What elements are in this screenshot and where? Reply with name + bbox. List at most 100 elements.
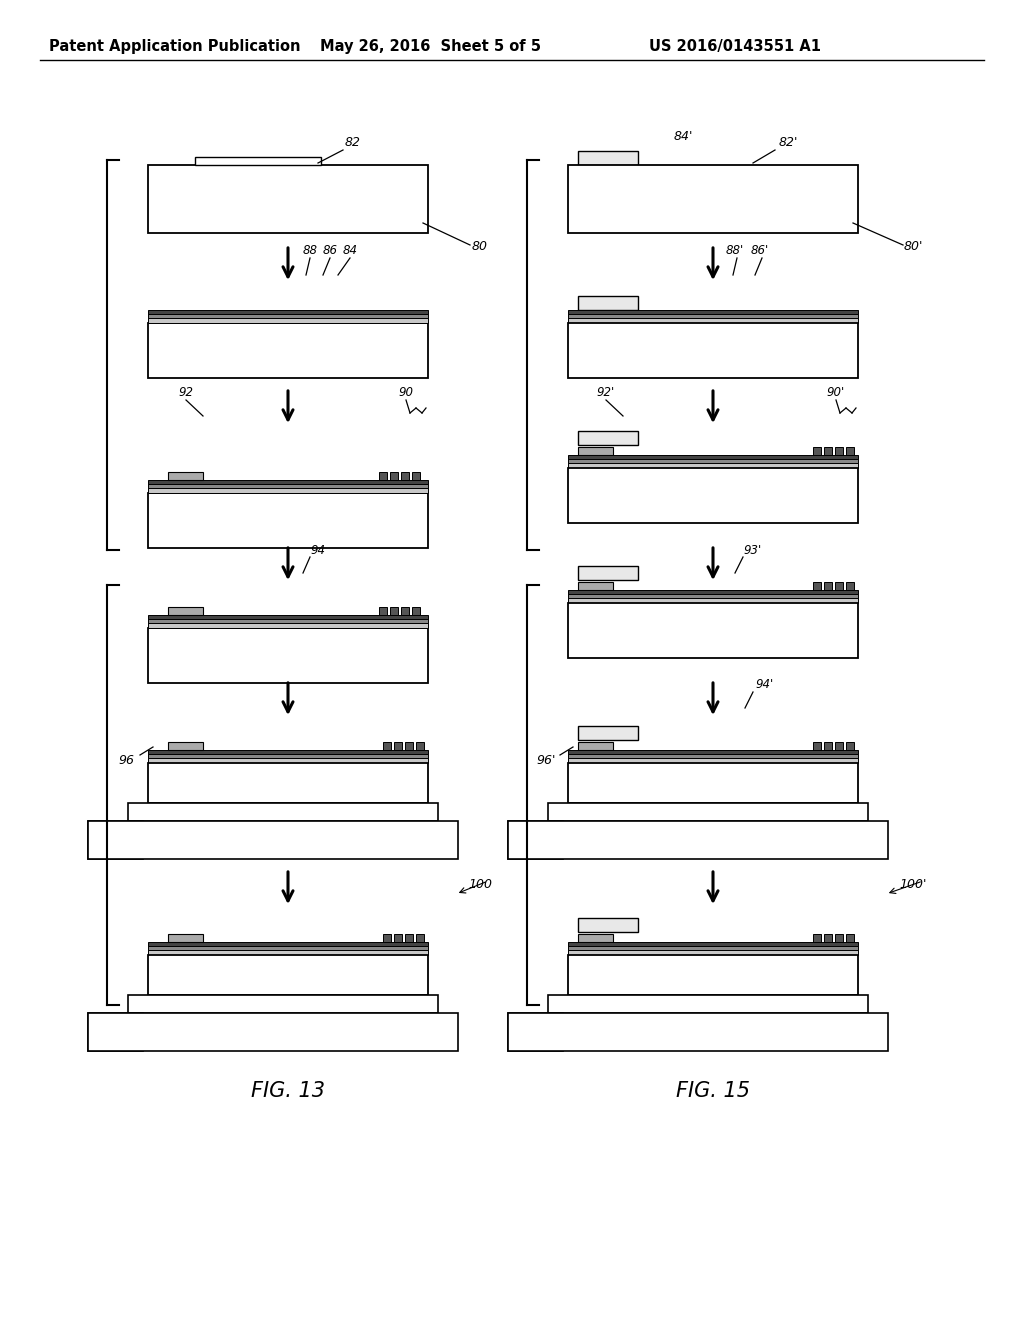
Bar xyxy=(824,742,831,750)
Bar xyxy=(578,726,638,741)
Bar xyxy=(824,582,831,590)
Bar xyxy=(568,323,858,378)
Bar xyxy=(148,615,428,619)
Bar xyxy=(394,742,402,750)
Bar xyxy=(568,590,858,594)
Bar xyxy=(148,480,428,484)
Bar xyxy=(568,942,858,946)
Bar xyxy=(846,447,854,455)
Text: 84: 84 xyxy=(342,243,357,256)
Text: 94': 94' xyxy=(756,678,774,692)
Bar xyxy=(401,473,409,480)
Bar xyxy=(568,950,858,954)
Bar xyxy=(835,742,843,750)
Bar xyxy=(568,946,858,950)
Bar xyxy=(168,473,203,480)
Bar xyxy=(824,935,831,942)
Bar xyxy=(508,1012,563,1051)
Text: 88': 88' xyxy=(726,243,744,256)
Bar xyxy=(824,447,831,455)
Bar xyxy=(578,917,638,932)
Bar xyxy=(568,310,858,314)
Bar xyxy=(148,492,428,548)
Bar xyxy=(568,598,858,603)
Bar xyxy=(148,763,428,803)
Bar xyxy=(568,463,858,469)
Bar xyxy=(88,821,143,859)
Bar xyxy=(148,318,428,323)
Bar xyxy=(578,150,638,165)
Bar xyxy=(148,950,428,954)
Bar xyxy=(568,594,858,598)
Text: 92: 92 xyxy=(178,387,194,400)
Bar xyxy=(508,821,888,859)
Bar xyxy=(568,758,858,763)
Bar xyxy=(148,758,428,763)
Bar xyxy=(813,447,821,455)
Bar xyxy=(148,323,428,378)
Bar xyxy=(401,607,409,615)
Bar xyxy=(578,447,613,455)
Bar xyxy=(148,942,428,946)
Text: 96: 96 xyxy=(118,754,134,767)
Bar xyxy=(390,473,398,480)
Bar xyxy=(168,607,203,615)
Bar xyxy=(148,754,428,758)
Bar xyxy=(508,1012,888,1051)
Bar xyxy=(412,607,420,615)
Bar xyxy=(835,582,843,590)
Bar xyxy=(88,1012,458,1051)
Bar xyxy=(148,946,428,950)
Bar xyxy=(412,473,420,480)
Text: 100: 100 xyxy=(468,878,492,891)
Text: US 2016/0143551 A1: US 2016/0143551 A1 xyxy=(649,38,821,54)
Bar xyxy=(813,582,821,590)
Bar xyxy=(148,488,428,492)
Text: 88: 88 xyxy=(302,243,317,256)
Bar xyxy=(578,296,638,310)
Bar xyxy=(406,742,413,750)
Bar xyxy=(846,935,854,942)
Text: May 26, 2016  Sheet 5 of 5: May 26, 2016 Sheet 5 of 5 xyxy=(319,38,541,54)
Text: 80': 80' xyxy=(903,240,923,253)
Text: 82': 82' xyxy=(778,136,798,149)
Bar xyxy=(383,742,391,750)
Bar xyxy=(548,803,868,821)
Bar xyxy=(148,619,428,623)
Text: 92': 92' xyxy=(597,387,615,400)
Bar xyxy=(578,432,638,445)
Text: Patent Application Publication: Patent Application Publication xyxy=(49,38,301,54)
Bar xyxy=(148,750,428,754)
Bar xyxy=(835,447,843,455)
Text: 93': 93' xyxy=(743,544,762,557)
Bar xyxy=(148,165,428,234)
Text: 80: 80 xyxy=(472,240,488,253)
Bar xyxy=(416,935,424,942)
Bar xyxy=(88,1012,143,1051)
Bar xyxy=(568,318,858,323)
Bar xyxy=(195,157,321,165)
Bar xyxy=(568,165,858,234)
Bar xyxy=(148,314,428,318)
Text: 86': 86' xyxy=(751,243,769,256)
Bar xyxy=(128,995,438,1012)
Bar xyxy=(568,750,858,754)
Bar xyxy=(548,995,868,1012)
Bar xyxy=(128,803,438,821)
Text: FIG. 13: FIG. 13 xyxy=(251,1081,325,1101)
Bar xyxy=(568,603,858,657)
Bar xyxy=(578,566,638,579)
Bar xyxy=(383,935,391,942)
Bar xyxy=(148,954,428,995)
Bar xyxy=(846,582,854,590)
Bar xyxy=(568,459,858,463)
Bar xyxy=(88,821,458,859)
Bar xyxy=(394,935,402,942)
Bar xyxy=(168,935,203,942)
Bar xyxy=(148,628,428,682)
Text: 86: 86 xyxy=(323,243,338,256)
Text: 96': 96' xyxy=(537,754,556,767)
Bar xyxy=(379,607,387,615)
Bar xyxy=(835,935,843,942)
Bar xyxy=(846,742,854,750)
